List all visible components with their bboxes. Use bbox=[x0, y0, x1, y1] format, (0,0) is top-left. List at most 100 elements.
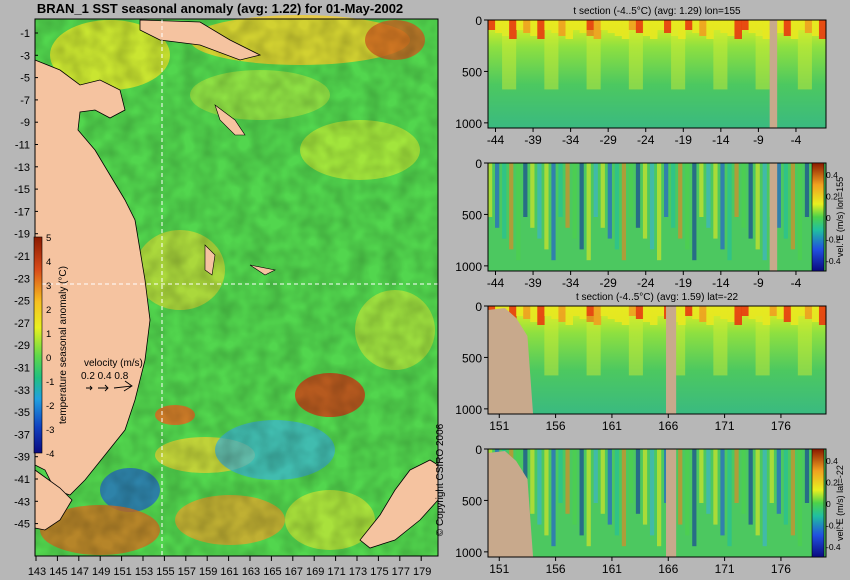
map-y-tick-label: -27 bbox=[14, 318, 30, 330]
section-panel-2: 0 500 1000 -44 -39 -34 -29 -24 -19 -14 -9 -4 0.4 0.2 0… bbox=[455, 157, 845, 290]
australia-land bbox=[34, 59, 151, 496]
section-x-tick-label: 156 bbox=[546, 419, 566, 433]
section-plume bbox=[628, 30, 643, 90]
map-x-tick-label: 157 bbox=[178, 566, 196, 578]
section-surface-cell bbox=[509, 20, 517, 39]
section-surface-cell bbox=[649, 20, 658, 39]
section-title: t section (-4..5°C) (avg: 1.59) lat=-22 bbox=[576, 292, 739, 303]
map-x-tick-label: 177 bbox=[392, 566, 410, 578]
section-streak bbox=[537, 163, 542, 239]
section-y-tick-label: 1000 bbox=[455, 260, 482, 274]
section-surface-cell bbox=[664, 20, 672, 33]
section-surface-cell bbox=[671, 20, 679, 36]
section-streak bbox=[776, 163, 781, 228]
map-y-tick-label: -43 bbox=[14, 496, 30, 508]
section-title: t section (-4..5°C) (avg: 1.29) lon=155 bbox=[573, 6, 741, 17]
section-streak bbox=[678, 163, 683, 239]
section-frame bbox=[487, 162, 827, 272]
section-surface-cell bbox=[565, 20, 573, 39]
section-streak bbox=[769, 449, 774, 503]
section-colorbar-tick-label: 0 bbox=[826, 499, 831, 509]
section-surface-cell bbox=[600, 20, 609, 30]
section-surface-cell bbox=[818, 20, 827, 39]
section-colorbar-tick-label: -0.4 bbox=[826, 256, 841, 266]
section-streak bbox=[734, 163, 739, 217]
section-surface-cell bbox=[614, 20, 623, 36]
section-colorbar-tick-label: -0.4 bbox=[826, 542, 841, 552]
section-surface-cell bbox=[586, 306, 595, 322]
section-streak bbox=[657, 449, 662, 547]
map-y-tick-label: -25 bbox=[14, 296, 30, 308]
section-streak bbox=[621, 449, 627, 547]
section-surface-cell bbox=[776, 20, 785, 33]
section-y-tick-label: 500 bbox=[462, 494, 482, 508]
section-colorbar-tick-label: 0.2 bbox=[826, 478, 838, 488]
section-surface-cell bbox=[544, 306, 552, 316]
section-surface-cell bbox=[741, 306, 750, 316]
map-x-tick-label: 159 bbox=[199, 566, 217, 578]
section-streak bbox=[579, 449, 584, 536]
section-streak bbox=[678, 449, 683, 525]
section-streak bbox=[790, 163, 796, 250]
section-surface-cell bbox=[551, 306, 559, 319]
section-streak bbox=[642, 163, 648, 239]
section-plume bbox=[755, 30, 770, 90]
section-y-tick-label: 0 bbox=[475, 14, 482, 28]
section-streak bbox=[797, 163, 803, 261]
section-land-column bbox=[769, 20, 778, 128]
section-plume bbox=[713, 30, 728, 90]
section-surface-cell bbox=[537, 20, 545, 39]
section-streak bbox=[488, 163, 493, 217]
section-streak bbox=[523, 163, 528, 217]
section-y-tick-label: 500 bbox=[462, 208, 482, 222]
section-surface-cell bbox=[685, 20, 693, 30]
section-colorbar-tick-label: -0.2 bbox=[826, 235, 841, 245]
map-y-tick-label: -41 bbox=[14, 474, 30, 486]
section-x-tick-label: -9 bbox=[753, 133, 764, 147]
section-x-tick-label: -29 bbox=[600, 276, 618, 290]
section-streak bbox=[558, 163, 563, 217]
section-colorbar-label: vel. E (m/s) lon=155 bbox=[835, 177, 845, 257]
section-streak bbox=[628, 449, 634, 503]
map-y-tick-label: -5 bbox=[20, 73, 30, 85]
map-colorbar: 5 4 3 2 1 0 -1 -2 -3 -4 temperature seasonal anom… bbox=[33, 233, 69, 460]
section-streak bbox=[783, 163, 788, 239]
section-streak bbox=[776, 449, 781, 514]
section-surface-cell bbox=[572, 306, 581, 316]
section-streak bbox=[572, 163, 577, 239]
section-streak bbox=[783, 449, 788, 525]
section-streak bbox=[607, 449, 612, 525]
section-surface-cell bbox=[818, 306, 827, 325]
section-streak bbox=[692, 163, 697, 261]
section-x-tick-label: -44 bbox=[487, 276, 505, 290]
section-streak bbox=[649, 163, 655, 250]
section-x-tick-label: 166 bbox=[658, 562, 678, 576]
section-streak bbox=[755, 449, 760, 536]
new-zealand-land bbox=[359, 459, 439, 549]
section-streak bbox=[558, 449, 563, 503]
section-x-tick-label: 166 bbox=[658, 419, 678, 433]
section-panels: t section (-4..5°C) (avg: 1.29) lon=155 0… bbox=[455, 6, 845, 576]
section-colorbar bbox=[811, 448, 825, 558]
section-y-tick-label: 1000 bbox=[455, 546, 482, 560]
section-streak bbox=[664, 163, 669, 217]
map-x-tick-label: 175 bbox=[370, 566, 388, 578]
section-y-tick-label: 1000 bbox=[455, 403, 482, 417]
map-y-tick-label: -7 bbox=[20, 95, 30, 107]
section-streak bbox=[516, 163, 521, 261]
section-x-tick-label: -14 bbox=[712, 133, 730, 147]
section-streak bbox=[699, 449, 704, 503]
section-streak bbox=[657, 163, 662, 261]
section-y-tick-label: 0 bbox=[475, 443, 482, 457]
section-surface-cell bbox=[593, 20, 602, 39]
section-panel-3: t section (-4..5°C) (avg: 1.59) lat=-22 0… bbox=[455, 292, 827, 433]
section-surface-cell bbox=[755, 20, 764, 36]
map-x-tick-label: 173 bbox=[349, 566, 367, 578]
section-surface-cell bbox=[678, 306, 686, 325]
section-surface-cell bbox=[685, 306, 693, 316]
map-colorbar-tick-label: 3 bbox=[46, 281, 51, 292]
section-streak bbox=[685, 449, 690, 536]
map-y-tick-label: -11 bbox=[15, 140, 30, 152]
section-streak bbox=[509, 163, 514, 250]
map-y-tick-label: -37 bbox=[14, 429, 30, 441]
